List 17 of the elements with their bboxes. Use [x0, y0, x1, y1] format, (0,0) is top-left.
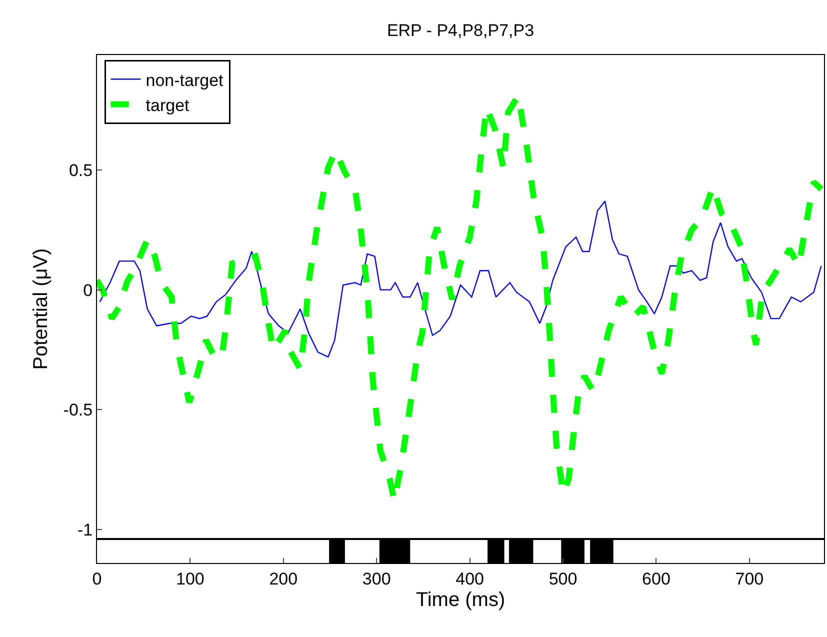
x-tick-label: 200: [269, 569, 298, 588]
y-tick-label: -0.5: [63, 400, 93, 420]
y-tick-label: 0: [83, 280, 93, 300]
y-tick-label: 0.5: [68, 160, 93, 180]
x-tick-label: 600: [642, 569, 670, 588]
x-axis-title: Time (ms): [416, 588, 506, 611]
line-series: [99, 200, 822, 358]
legend-label: non-target: [146, 70, 224, 90]
x-tick-label: 300: [362, 569, 391, 588]
x-tick-label: 400: [456, 569, 484, 588]
x-tick-label: 700: [735, 569, 764, 588]
y-tick-label: -1: [77, 520, 93, 540]
x-tick-label: 100: [176, 569, 204, 588]
y-axis-title: Potential (μV): [30, 248, 52, 370]
chart-title: ERP - P4,P8,P7,P3: [386, 20, 534, 40]
x-tick-label: 500: [548, 569, 578, 588]
legend-label: target: [146, 96, 190, 115]
